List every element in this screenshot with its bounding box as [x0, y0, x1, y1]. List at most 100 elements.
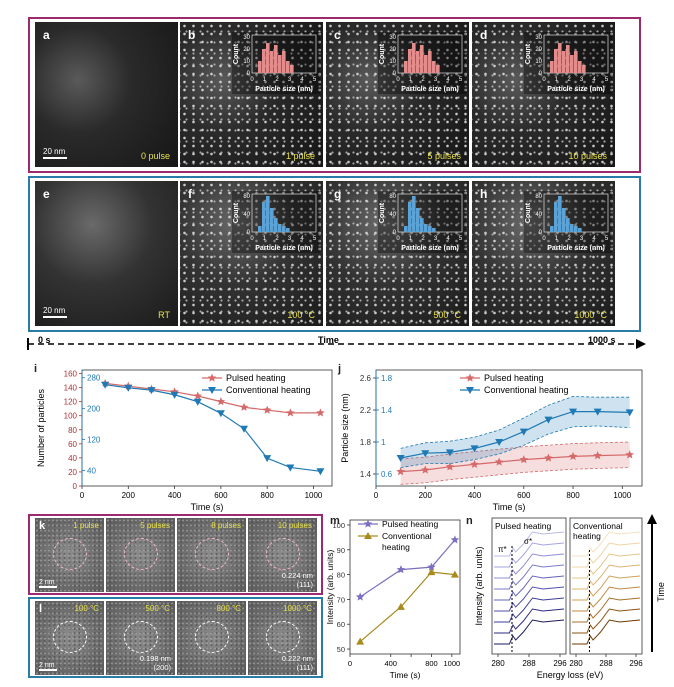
- hrtem-image: 100 °C l 2 nm: [35, 601, 104, 675]
- condition-label: 1 pulse: [285, 151, 315, 161]
- data-point: [286, 464, 295, 472]
- x-tick-label: 400: [468, 491, 482, 500]
- left-y-tick-label: 140: [64, 384, 78, 393]
- legend-label: Conventional: [382, 531, 432, 541]
- eels-spectrum: [494, 597, 565, 623]
- data-point: [544, 416, 553, 424]
- data-point: [569, 408, 578, 416]
- left-y-tick-label: 2.6: [360, 374, 372, 383]
- eels-spectrum: [494, 553, 565, 579]
- left-y-tick-label: 100: [332, 521, 345, 530]
- hrtem-condition-label: 10 pulses: [277, 521, 312, 530]
- histogram-y-label: Count: [525, 202, 532, 223]
- histogram-bar: [282, 51, 286, 73]
- histogram-bar: [574, 226, 578, 232]
- x-tick-label: 0: [80, 491, 85, 500]
- panel-label-g: g: [334, 187, 342, 201]
- series-line: [359, 539, 456, 598]
- data-point: [396, 455, 405, 462]
- particle-texture: [472, 181, 615, 326]
- histogram-y-tick: 0: [393, 71, 397, 77]
- particle-outline: [124, 538, 158, 570]
- x-tick-label: 800: [425, 659, 438, 668]
- hrtem-image: 5 pulses: [106, 518, 175, 592]
- left-y-tick-label: 60: [337, 620, 345, 629]
- data-point: [450, 570, 459, 578]
- histogram-x-tick: 1: [409, 236, 413, 242]
- x-axis-label: Time (s): [493, 502, 526, 512]
- data-point: [356, 637, 365, 645]
- data-point: [240, 425, 249, 433]
- y-axis-label: Particle size (nm): [340, 393, 350, 463]
- x-tick-label: 1000: [613, 491, 631, 500]
- histogram-x-tick: 5: [605, 236, 609, 242]
- left-y-tick-label: 1.4: [360, 470, 372, 479]
- histogram-bar: [278, 224, 282, 232]
- eels-spectrum: [494, 608, 565, 634]
- panel-label-h: h: [480, 187, 488, 201]
- histogram-bar: [262, 49, 266, 73]
- histogram-y-tick: 80: [243, 194, 250, 200]
- series-band-lower: [400, 425, 630, 468]
- histogram-bar: [432, 61, 436, 73]
- series-line: [105, 382, 321, 414]
- stem-image-h: h 1000 °C 0 1 2 3 4 5 0 40 80 Particle size (nm) Cou…: [472, 181, 615, 326]
- histogram-y-tick: 30: [535, 35, 542, 41]
- histogram-bar: [416, 51, 420, 73]
- lattice-plane: (111): [296, 663, 313, 672]
- histogram-x-tick: 1: [555, 77, 559, 83]
- left-y-tick-label: 80: [337, 571, 345, 580]
- stem-image-f: f 100 °C 0 1 2 3 4 5 0 40 80 Particle size (nm) Coun…: [180, 181, 323, 326]
- size-histogram-inset: 0 1 2 3 4 5 0 10 20 30 Particle size (nm) Count: [524, 32, 612, 94]
- condition-label: 500 °C: [433, 310, 461, 320]
- particle-outline: [195, 621, 229, 653]
- data-point: [124, 384, 133, 392]
- histogram-x-tick: 4: [300, 77, 304, 83]
- x-tick-label: 0: [348, 659, 352, 668]
- histogram-y-label: Count: [525, 43, 532, 64]
- histogram-bar: [578, 228, 582, 232]
- data-point: [568, 451, 578, 461]
- data-point: [396, 602, 405, 610]
- timeline-start: 0 s: [38, 335, 51, 345]
- stem-image-g: g 500 °C 0 1 2 3 4 5 0 40 80 Particle size (nm) Coun…: [326, 181, 469, 326]
- histogram-y-label: Count: [233, 202, 240, 223]
- scale-bar-label: 2 nm: [39, 579, 55, 586]
- right-y-tick-label: 280: [87, 374, 101, 383]
- data-point: [450, 535, 460, 544]
- data-point: [262, 405, 272, 414]
- histogram-y-tick: 20: [243, 47, 250, 53]
- histogram-y-tick: 30: [243, 35, 250, 41]
- histogram-bar: [258, 226, 262, 232]
- histogram-bar: [570, 55, 574, 73]
- histogram-x-tick: 4: [446, 236, 450, 242]
- histogram-bar: [566, 45, 570, 73]
- right-y-tick-label: 1.4: [381, 406, 393, 415]
- legend-marker: [363, 519, 373, 528]
- left-y-tick-label: 1.8: [360, 438, 372, 447]
- series-band: [400, 442, 630, 485]
- histogram-x-tick: 4: [592, 77, 596, 83]
- legend-label: Pulsed heating: [226, 373, 286, 383]
- legend-label: Conventional heating: [226, 385, 311, 395]
- histogram-x-label: Particle size (nm): [255, 245, 313, 252]
- data-point: [355, 592, 365, 601]
- x-tick-label: 200: [122, 491, 136, 500]
- lattice-spacing: 0.222 nm: [281, 654, 313, 663]
- lattice-spacing-label: 0.222 nm (111): [282, 654, 313, 672]
- scale-bar: 2 nm: [39, 579, 57, 588]
- histogram-bar: [404, 226, 408, 232]
- stem-image-e: e RT 20 nm: [35, 181, 178, 326]
- histogram-x-tick: 2: [421, 77, 425, 83]
- histogram-x-tick: 0: [396, 77, 400, 83]
- eels-spectrum: [572, 586, 641, 612]
- histogram-x-tick: 5: [459, 236, 463, 242]
- histogram-x-label: Particle size (nm): [401, 86, 459, 93]
- plot-frame: [349, 519, 461, 655]
- particle-outline: [53, 621, 87, 653]
- histogram-bar: [582, 65, 586, 73]
- histogram-bar: [262, 202, 266, 232]
- hrtem-condition-label: 800 °C: [216, 604, 241, 613]
- particle-texture: [326, 22, 469, 167]
- particle-outline: [195, 538, 229, 570]
